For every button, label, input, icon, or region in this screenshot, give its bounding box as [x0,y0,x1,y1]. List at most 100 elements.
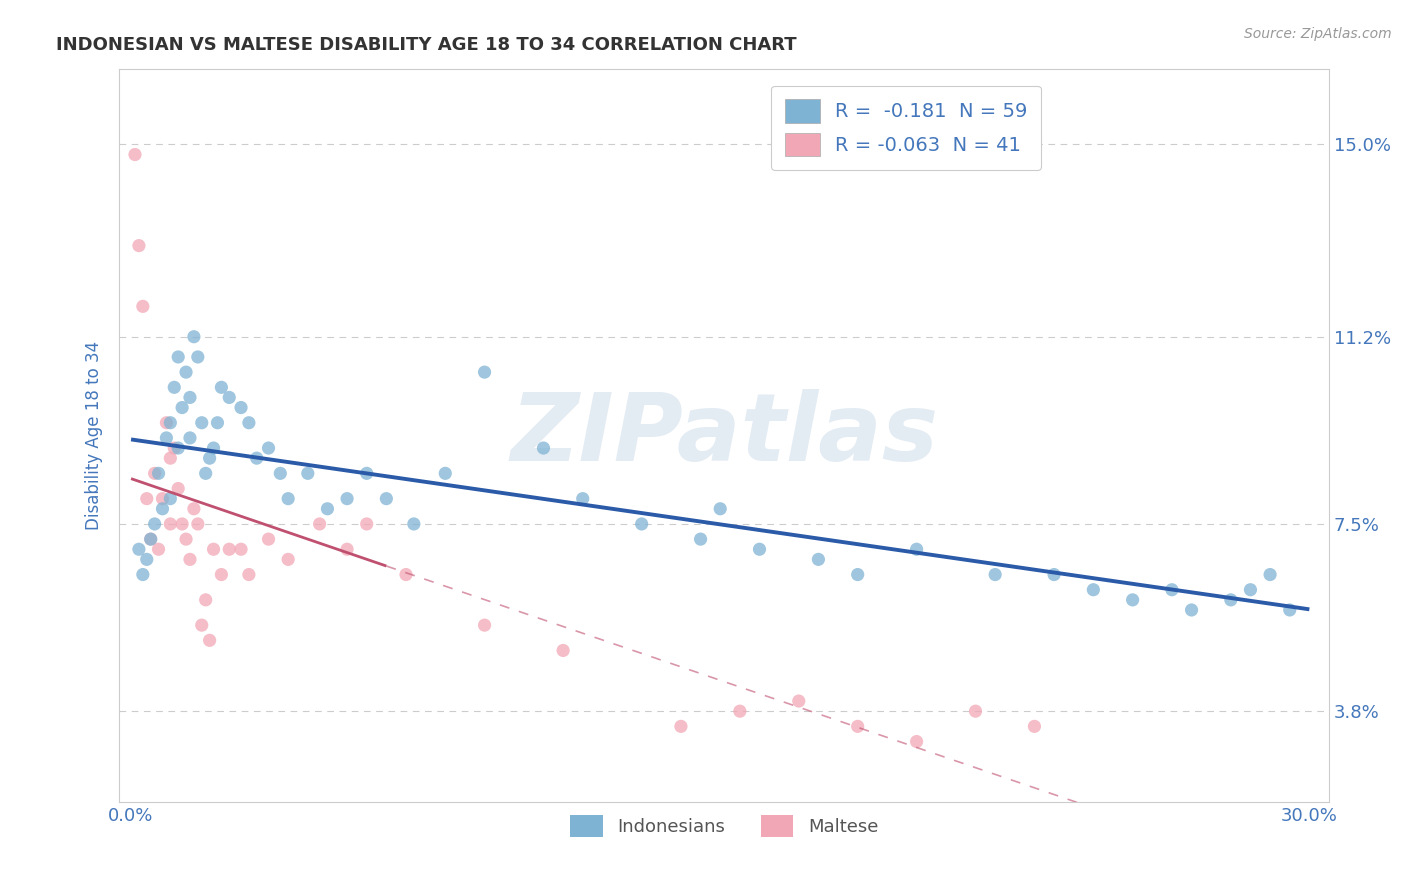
Point [148,467,170,481]
Point [132,567,155,582]
Point [277,552,299,566]
Point [167,441,190,455]
Point [474,618,496,632]
Point [183,501,205,516]
Point [630,516,652,531]
Point [159,416,181,430]
Point [218,391,240,405]
Point [1043,567,1066,582]
Point [1083,582,1105,597]
Point [152,501,174,516]
Point [356,467,378,481]
Point [135,491,157,506]
Point [846,719,869,733]
Point [218,542,240,557]
Text: INDONESIAN VS MALTESE DISABILITY AGE 18 TO 34 CORRELATION CHART: INDONESIAN VS MALTESE DISABILITY AGE 18 … [56,36,797,54]
Point [167,482,190,496]
Point [984,567,1007,582]
Point [155,416,177,430]
Point [143,467,166,481]
Point [159,516,181,531]
Point [179,552,201,566]
Point [183,329,205,343]
Point [172,401,194,415]
Point [159,451,181,466]
Point [143,516,166,531]
Point [709,501,731,516]
Point [128,238,150,252]
Text: Source: ZipAtlas.com: Source: ZipAtlas.com [1244,27,1392,41]
Point [198,633,221,648]
Point [198,451,221,466]
Point [163,380,186,394]
Text: ZIPatlas: ZIPatlas [510,390,938,482]
Point [336,542,359,557]
Point [728,704,751,718]
Y-axis label: Disability Age 18 to 34: Disability Age 18 to 34 [86,341,103,530]
Point [152,491,174,506]
Point [336,491,359,506]
Point [474,365,496,379]
Point [190,416,212,430]
Point [1122,592,1144,607]
Point [148,542,170,557]
Point [238,567,260,582]
Point [124,147,146,161]
Point [190,618,212,632]
Point [194,467,217,481]
Legend: Indonesians, Maltese: Indonesians, Maltese [562,808,886,845]
Point [238,416,260,430]
Point [375,491,398,506]
Point [787,694,810,708]
Point [807,552,830,566]
Point [167,350,190,364]
Point [155,431,177,445]
Point [229,401,252,415]
Point [905,542,928,557]
Point [172,516,194,531]
Point [209,567,232,582]
Point [316,501,339,516]
Point [132,299,155,313]
Point [1024,719,1046,733]
Point [187,350,209,364]
Point [402,516,425,531]
Point [209,380,232,394]
Point [571,491,593,506]
Point [669,719,692,733]
Point [1219,592,1241,607]
Point [135,552,157,566]
Point [965,704,987,718]
Point [174,532,197,546]
Point [269,467,291,481]
Point [1258,567,1281,582]
Point [179,391,201,405]
Point [308,516,330,531]
Point [207,416,229,430]
Point [533,441,555,455]
Point [297,467,319,481]
Point [257,532,280,546]
Point [229,542,252,557]
Point [395,567,418,582]
Point [246,451,269,466]
Point [846,567,869,582]
Point [1161,582,1184,597]
Point [1180,603,1202,617]
Point [202,441,225,455]
Point [257,441,280,455]
Point [139,532,162,546]
Point [159,491,181,506]
Point [187,516,209,531]
Point [277,491,299,506]
Point [139,532,162,546]
Point [356,516,378,531]
Point [163,441,186,455]
Point [689,532,711,546]
Point [202,542,225,557]
Point [1278,603,1301,617]
Point [179,431,201,445]
Point [174,365,197,379]
Point [553,643,575,657]
Point [748,542,770,557]
